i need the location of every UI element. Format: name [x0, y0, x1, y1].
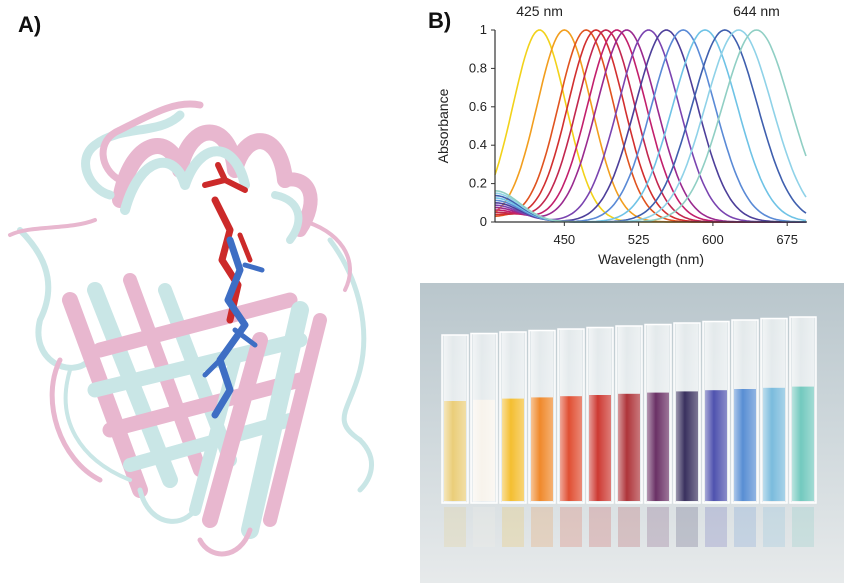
cuvette-row: [441, 316, 817, 547]
cuvette: [702, 320, 730, 547]
cuvette: [644, 323, 672, 547]
series-line: [494, 29, 807, 223]
absorbance-chart: 450 525 600 675 0 0.2 0.4 0.6 0.8 1 425 nm 644 nm…: [435, 3, 807, 267]
cuvette: [528, 329, 556, 547]
y-tick-label: 0: [480, 214, 487, 229]
panel-label-a: A): [18, 12, 42, 37]
y-tick-label: 1: [480, 22, 487, 37]
cuvette: [789, 316, 817, 547]
peak-annotation: 644 nm: [733, 3, 780, 19]
x-tick-label: 525: [628, 232, 650, 247]
cuvette: [557, 328, 585, 547]
x-axis-ticks: 450 525 600 675: [553, 222, 798, 247]
cuvette: [615, 325, 643, 547]
cuvette: [470, 332, 498, 547]
y-axis-ticks: 0 0.2 0.4 0.6 0.8 1: [469, 22, 495, 229]
plot-area: 450 525 600 675 0 0.2 0.4 0.6 0.8 1 425 nm 644 nm…: [435, 3, 807, 267]
cuvette-photo: [420, 283, 844, 583]
x-tick-label: 450: [553, 232, 575, 247]
cuvette: [441, 334, 469, 547]
cuvette: [673, 322, 701, 547]
cuvette: [586, 326, 614, 547]
y-axis-label: Absorbance: [435, 88, 451, 163]
series-line: [494, 29, 806, 223]
y-tick-label: 0.2: [469, 176, 487, 191]
cuvette: [760, 317, 788, 547]
peak-annotation: 425 nm: [516, 3, 563, 19]
x-tick-label: 675: [776, 232, 798, 247]
protein-structure-image: [8, 100, 375, 557]
panel-label-b: B): [428, 8, 452, 33]
x-axis-label: Wavelength (nm): [598, 251, 704, 267]
peak-annotations: 425 nm 644 nm: [516, 3, 780, 19]
x-tick-label: 600: [702, 232, 724, 247]
y-tick-label: 0.6: [469, 99, 487, 114]
cuvette: [499, 331, 527, 547]
series-group: [494, 29, 807, 223]
y-tick-label: 0.4: [469, 137, 487, 152]
y-tick-label: 0.8: [469, 60, 487, 75]
cuvette: [731, 319, 759, 547]
